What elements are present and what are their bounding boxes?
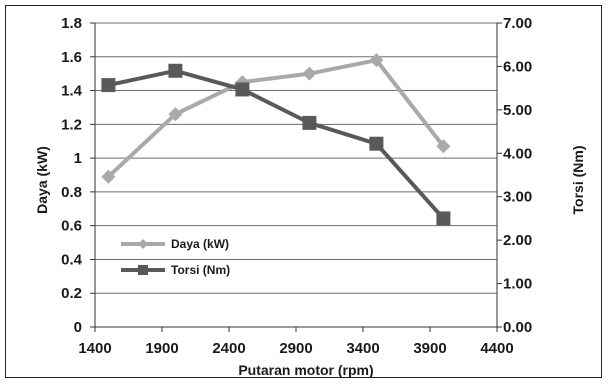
- data-point-daya: [168, 107, 183, 122]
- y-tick-label: 1.6: [61, 49, 82, 66]
- legend-marker-torsi: [138, 265, 148, 275]
- y2-tick-label: 3.00: [503, 189, 532, 206]
- x-tick-label: 3900: [413, 340, 446, 357]
- y2-axis-title: Torsi (Nm): [570, 146, 586, 215]
- x-tick-label: 2400: [212, 340, 245, 357]
- data-point-torsi: [436, 211, 451, 226]
- x-tick-label: 1400: [78, 340, 111, 357]
- y2-tick-label: 2.00: [503, 232, 532, 249]
- y-tick-label: 1.8: [61, 15, 82, 32]
- x-tick-label: 2900: [279, 340, 312, 357]
- data-point-daya: [101, 169, 116, 184]
- y-tick-label: 1.2: [61, 116, 82, 133]
- data-point-torsi: [302, 115, 317, 130]
- x-tick-label: 3400: [346, 340, 379, 357]
- series-line-daya: [107, 58, 445, 179]
- y2-tick-label: 7.00: [503, 15, 532, 32]
- y2-tick-label: 1.00: [503, 276, 532, 293]
- grid-lines: [95, 22, 497, 294]
- y-tick-label: 0: [74, 319, 82, 336]
- data-point-torsi: [235, 82, 250, 97]
- y2-tick-label: 4.00: [503, 145, 532, 162]
- series-layer: [101, 53, 451, 226]
- x-axis-title: Putaran motor (rpm): [238, 362, 373, 378]
- y-tick-label: 1.4: [61, 83, 83, 100]
- x-tick-label: 1900: [145, 340, 178, 357]
- tick-labels: 0 0.2 0.4 0.6 0.8 1 1.2 1.4 1.6 1.8 0.00 1.00 2.00 3.…: [61, 15, 532, 357]
- y-axis-title: Daya (kW): [34, 146, 50, 214]
- legend: Daya (kW) Torsi (Nm): [121, 237, 230, 277]
- y2-tick-label: 5.00: [503, 102, 532, 119]
- data-point-daya: [369, 53, 384, 68]
- y-tick-label: 0.8: [61, 184, 82, 201]
- data-point-torsi: [168, 63, 183, 78]
- series-line-torsi: [107, 68, 445, 220]
- y-tick-label: 0.4: [61, 251, 83, 268]
- y-tick-label: 0.2: [61, 285, 82, 302]
- y2-tick-label: 6.00: [503, 58, 532, 75]
- axes: [90, 22, 502, 332]
- legend-marker-daya: [138, 239, 148, 249]
- legend-label-daya: Daya (kW): [171, 237, 229, 251]
- y-tick-label: 1: [74, 150, 82, 167]
- x-tick-label: 4400: [480, 340, 513, 357]
- data-point-daya: [436, 139, 451, 154]
- data-point-torsi: [369, 136, 384, 151]
- y-tick-label: 0.6: [61, 218, 82, 235]
- y2-tick-label: 0.00: [503, 319, 532, 336]
- data-point-torsi: [101, 78, 116, 93]
- data-point-daya: [302, 66, 317, 81]
- legend-label-torsi: Torsi (Nm): [171, 263, 230, 277]
